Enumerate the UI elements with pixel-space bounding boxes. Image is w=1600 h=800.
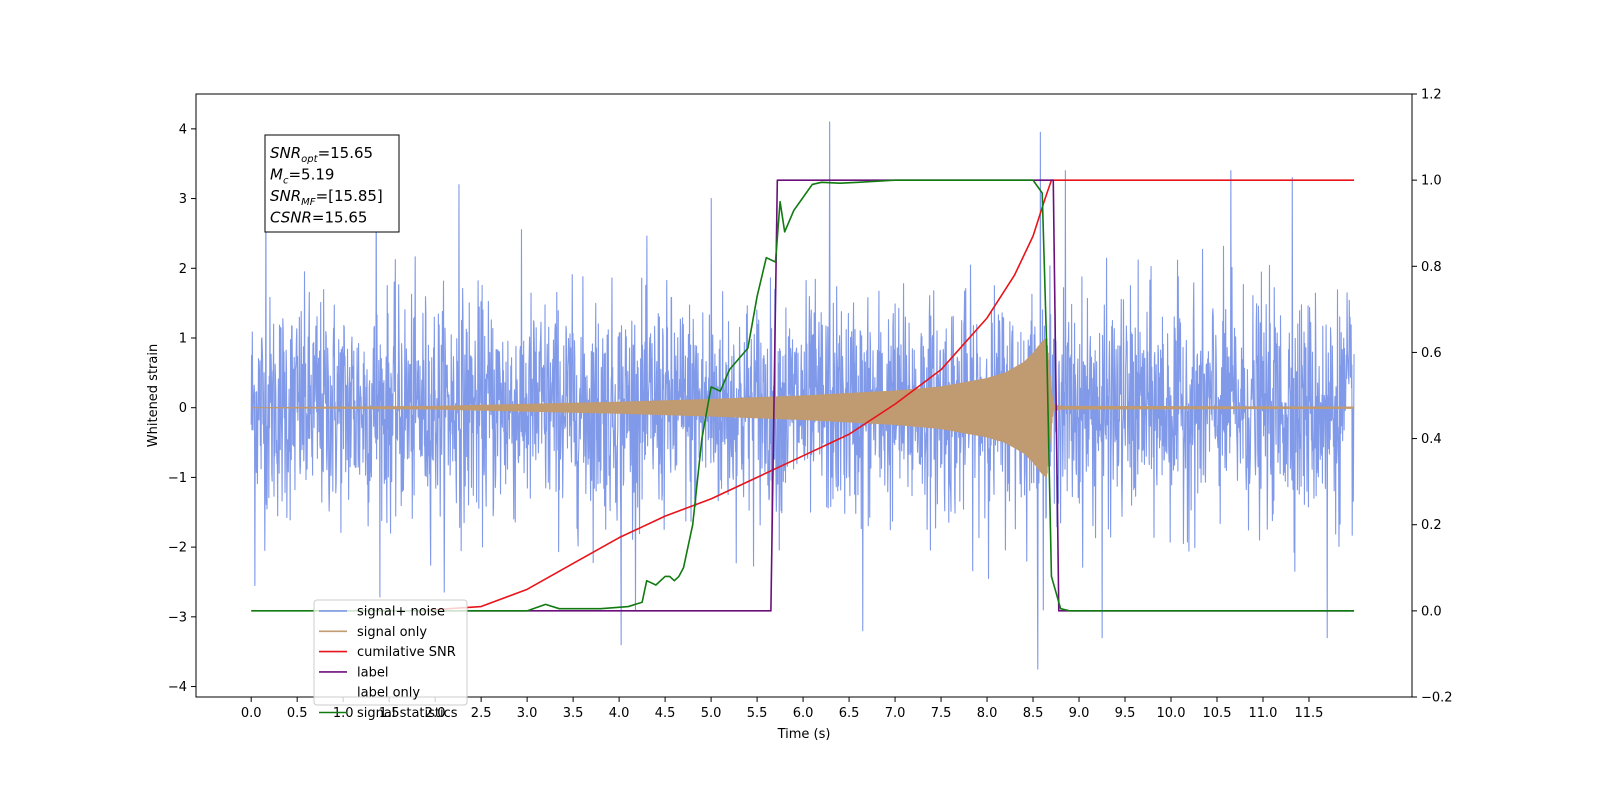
x-tick-label: 11.5 [1295, 706, 1324, 721]
x-tick-label: 5.5 [747, 706, 768, 721]
legend: signal+ noise signal only cumilative SNR la… [313, 599, 468, 721]
annotation-line: Mc=5.19 [270, 166, 334, 187]
annotation-value: =[15.85] [316, 187, 383, 205]
y-tick-label: −4 [168, 680, 187, 695]
x-tick-label: 5.0 [701, 706, 722, 721]
y-tick-label: 4 [179, 122, 187, 137]
series-layer [250, 121, 1355, 670]
y-axis-right: −0.2 0.0 0.2 0.4 0.6 0.8 1.0 1.2 [1412, 88, 1453, 706]
annotation-value: =15.65 [312, 209, 368, 227]
y-tick-label: −1 [168, 471, 187, 486]
x-tick-label: 11.0 [1249, 706, 1278, 721]
annotation-line: CSNR=15.65 [270, 209, 367, 227]
y2-tick-label: 0.8 [1421, 260, 1442, 275]
plot-frame [195, 93, 1413, 698]
x-tick-label: 9.0 [1069, 706, 1090, 721]
annotation-value: =5.19 [288, 166, 334, 184]
legend-entry: label only [357, 686, 420, 701]
y-axis-left: −4 −3 −2 −1 0 1 2 3 4 [168, 122, 196, 695]
x-tick-label: 6.5 [839, 706, 860, 721]
series-signal-noise [250, 121, 1355, 670]
x-tick-label: 0.0 [241, 706, 262, 721]
x-tick-label: 3.0 [517, 706, 538, 721]
x-tick-label: 1.5 [379, 706, 400, 721]
series-signal-only [251, 337, 1355, 478]
x-tick-label: 4.5 [655, 706, 676, 721]
annotation-subscript: opt [301, 154, 318, 165]
x-tick-label: 6.0 [793, 706, 814, 721]
y2-tick-label: 0.4 [1421, 432, 1442, 447]
y-tick-label: 1 [179, 331, 187, 346]
y2-tick-label: 0.6 [1421, 346, 1442, 361]
x-tick-label: 3.5 [563, 706, 584, 721]
x-tick-label: 2.5 [471, 706, 492, 721]
annotation-frame [264, 134, 400, 233]
y2-tick-label: 1.0 [1421, 174, 1442, 189]
x-tick-label: 9.5 [1115, 706, 1136, 721]
x-tick-label: 7.5 [931, 706, 952, 721]
annotation-line: SNRMF=[15.85] [270, 187, 383, 208]
legend-entry: signal statistics [357, 706, 458, 721]
x-tick-label: 0.5 [287, 706, 308, 721]
series-cumilative-snr [416, 179, 1355, 612]
annotation-subscript: c [283, 176, 289, 187]
x-tick-label: 7.0 [885, 706, 906, 721]
x-tick-label: 10.5 [1203, 706, 1232, 721]
annotation-line: SNRopt=15.65 [270, 144, 373, 165]
y-tick-label: −3 [168, 610, 187, 625]
x-axis: 0.0 0.5 1.0 1.5 2.0 2.5 3.0 3.5 4.0 4.5 5.0 5.5 6.0 6… [241, 697, 1324, 721]
annotation-value: =15.65 [318, 144, 374, 162]
annotation-box: SNRopt=15.65Mc=5.19SNRMF=[15.85]CSNR=15.… [264, 134, 400, 233]
legend-entry: label [357, 665, 388, 680]
x-tick-label: 1.0 [333, 706, 354, 721]
annotation-symbol: CSNR [270, 209, 312, 227]
legend-entry: cumilative SNR [357, 645, 456, 660]
x-tick-label: 8.0 [977, 706, 998, 721]
y2-tick-label: 0.0 [1421, 604, 1442, 619]
annotation-symbol: M [270, 166, 283, 184]
legend-frame [313, 599, 468, 706]
annotation-symbol: SNR [270, 144, 301, 162]
y-tick-label: 0 [179, 401, 187, 416]
y2-tick-label: 0.2 [1421, 518, 1442, 533]
x-tick-label: 10.0 [1157, 706, 1186, 721]
x-tick-label: 2.0 [425, 706, 446, 721]
y-tick-label: −2 [168, 541, 187, 556]
annotation-subscript: MF [301, 197, 316, 208]
y-tick-label: 2 [179, 262, 187, 277]
x-axis-label: Time (s) [777, 727, 831, 742]
x-tick-label: 4.0 [609, 706, 630, 721]
legend-entry: signal only [357, 625, 427, 640]
y-axis-label: Whitened strain [146, 344, 161, 447]
series-signal-statistics [251, 179, 1355, 612]
x-tick-label: 8.5 [1023, 706, 1044, 721]
y2-tick-label: −0.2 [1421, 691, 1453, 706]
legend-entry: signal+ noise [357, 605, 445, 620]
annotation-symbol: SNR [270, 187, 301, 205]
y-tick-label: 3 [179, 192, 187, 207]
y2-tick-label: 1.2 [1421, 88, 1442, 103]
